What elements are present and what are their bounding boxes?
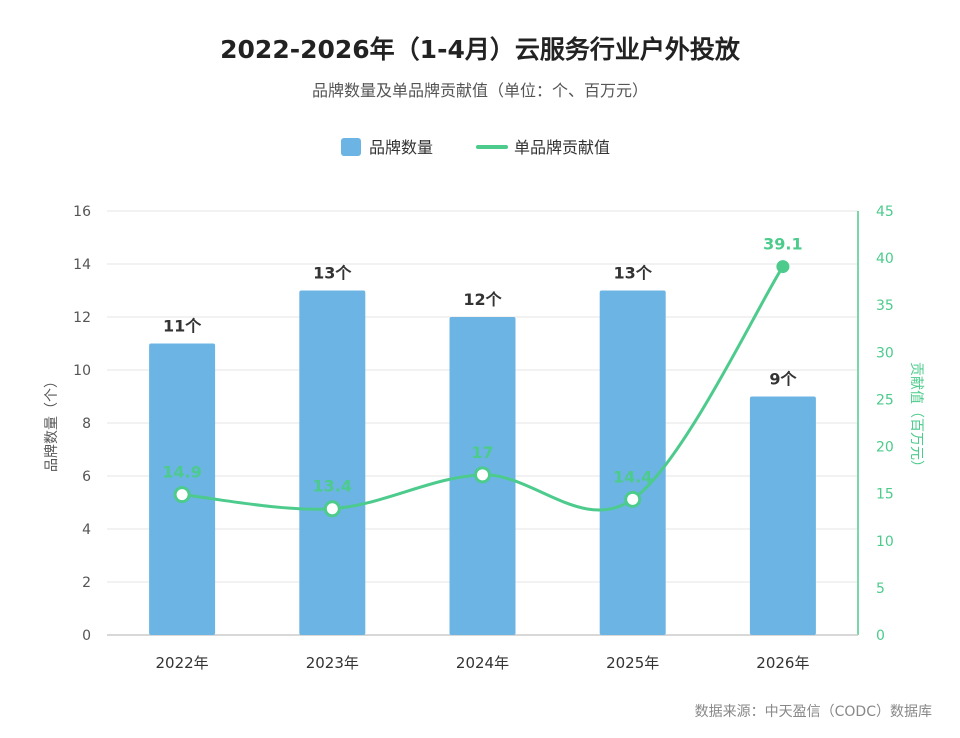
legend-item-bar[interactable]: 品牌数量 — [341, 138, 433, 157]
y-left-tick-label: 8 — [82, 416, 91, 432]
line-point — [474, 466, 491, 484]
legend-bar-label: 品牌数量 — [369, 138, 433, 157]
bar-data-label: 11个 — [163, 317, 202, 336]
y-right-tick-label: 5 — [876, 581, 885, 597]
line-point — [776, 260, 790, 274]
left-axis: 0 2 4 6 8 10 12 14 16 — [73, 204, 91, 644]
right-axis: 0 5 10 15 20 25 30 35 40 45 — [857, 204, 894, 644]
line-data-label: 13.4 — [313, 477, 352, 496]
x-tick-label: 2022年 — [156, 654, 209, 672]
chart-subtitle: 品牌数量及单品牌贡献值（单位：个、百万元） — [312, 81, 648, 100]
y-left-tick-label: 0 — [82, 628, 91, 644]
y-left-tick-label: 16 — [73, 204, 91, 220]
legend-bar-swatch — [341, 138, 361, 156]
line-series: 14.9 13.4 17 14.4 39.1 — [162, 235, 803, 518]
y-right-tick-label: 30 — [876, 345, 894, 361]
y-right-tick-label: 0 — [876, 628, 885, 644]
line-data-label: 17 — [471, 443, 493, 462]
y-right-tick-label: 15 — [876, 487, 894, 503]
y-left-tick-label: 10 — [73, 363, 91, 379]
y-right-tick-label: 45 — [876, 204, 894, 220]
line-point — [173, 486, 191, 504]
x-tick-label: 2024年 — [456, 654, 509, 672]
bar-data-label: 12个 — [463, 290, 502, 309]
x-tick-label: 2025年 — [606, 654, 659, 672]
x-tick-label: 2023年 — [306, 654, 359, 672]
y-right-tick-label: 25 — [876, 392, 894, 408]
y-left-tick-label: 6 — [82, 469, 91, 485]
bar — [749, 396, 816, 635]
bar — [599, 290, 666, 635]
bar — [299, 290, 366, 635]
line-data-label: 14.9 — [162, 463, 201, 482]
bar-data-label: 13个 — [313, 264, 352, 283]
x-axis: 2022年 2023年 2024年 2025年 2026年 — [107, 634, 858, 672]
bar-data-label: 13个 — [614, 264, 653, 283]
chart-title: 2022-2026年（1-4月）云服务行业户外投放 — [220, 35, 741, 64]
line-path — [181, 265, 785, 512]
line-data-label: 39.1 — [763, 235, 802, 254]
y-right-tick-label: 20 — [876, 440, 894, 456]
source-note: 数据来源：中天盈信（CODC）数据库 — [695, 704, 932, 720]
legend: 品牌数量 单品牌贡献值 — [341, 138, 610, 157]
y-right-tick-label: 10 — [876, 534, 894, 550]
bar-series: 11个 13个 12个 13个 9个 — [149, 264, 816, 635]
line-data-label: 14.4 — [613, 467, 652, 486]
y-right-axis-label: 贡献值（百万元） — [908, 362, 924, 474]
legend-item-line[interactable]: 单品牌贡献值 — [476, 138, 610, 157]
y-left-tick-label: 4 — [82, 522, 91, 538]
bar-data-label: 9个 — [769, 370, 797, 389]
line-point — [323, 500, 341, 518]
y-right-tick-label: 40 — [876, 251, 894, 267]
y-left-tick-label: 12 — [73, 310, 91, 326]
line-point — [624, 490, 642, 508]
y-left-axis-label: 品牌数量（个） — [43, 374, 60, 472]
x-tick-label: 2026年 — [756, 654, 809, 672]
y-right-tick-label: 35 — [876, 298, 894, 314]
y-left-tick-label: 14 — [73, 257, 91, 273]
y-left-tick-label: 2 — [82, 575, 91, 591]
legend-line-label: 单品牌贡献值 — [514, 138, 610, 157]
